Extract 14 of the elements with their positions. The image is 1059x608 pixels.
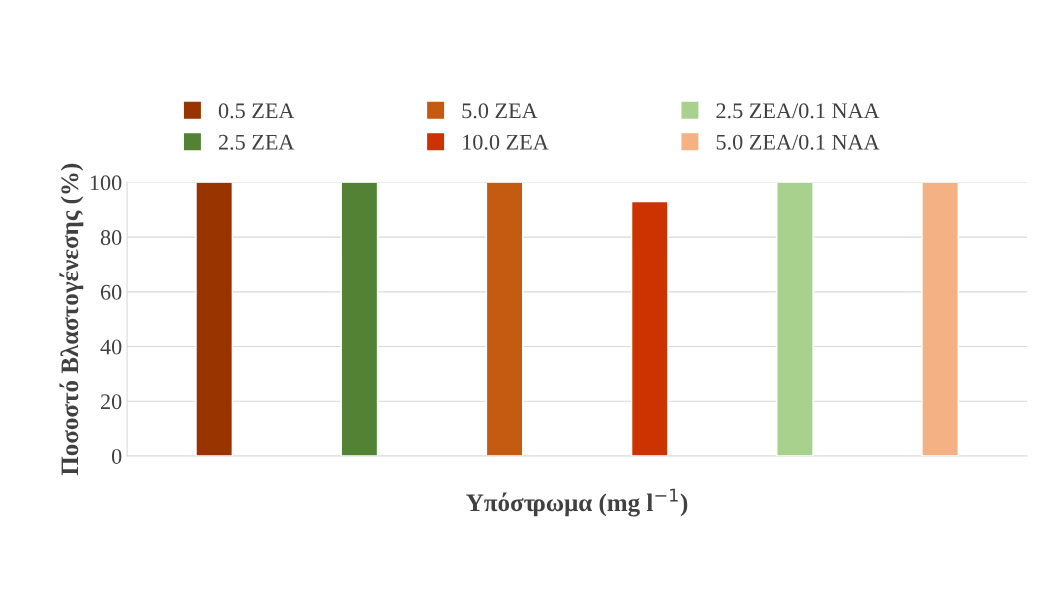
- y-tick-label: 0: [111, 448, 122, 464]
- y-tick-label: 60: [100, 284, 122, 300]
- x-axis-title: Υπόστρωμα (mg l$^{−1}$): [466, 488, 688, 517]
- y-axis-title: Ποσοστό Βλαστογένεσης (%): [59, 163, 84, 476]
- legend-label: 2.5 ZEA: [218, 134, 295, 150]
- y-tick-label: 100: [90, 175, 122, 191]
- y-tick-label: 20: [100, 394, 122, 410]
- legend-label: 2.5 ZEA/0.1 NAA: [716, 103, 880, 119]
- y-tick-label: 40: [100, 339, 122, 355]
- legend-label: 0.5 ZEA: [218, 103, 295, 119]
- y-tick-label: 80: [100, 230, 122, 246]
- legend-label: 5.0 ZEA/0.1 NAA: [716, 134, 880, 150]
- legend-label: 10.0 ZEA: [463, 134, 549, 150]
- legend-label: 5.0 ZEA: [462, 103, 538, 119]
